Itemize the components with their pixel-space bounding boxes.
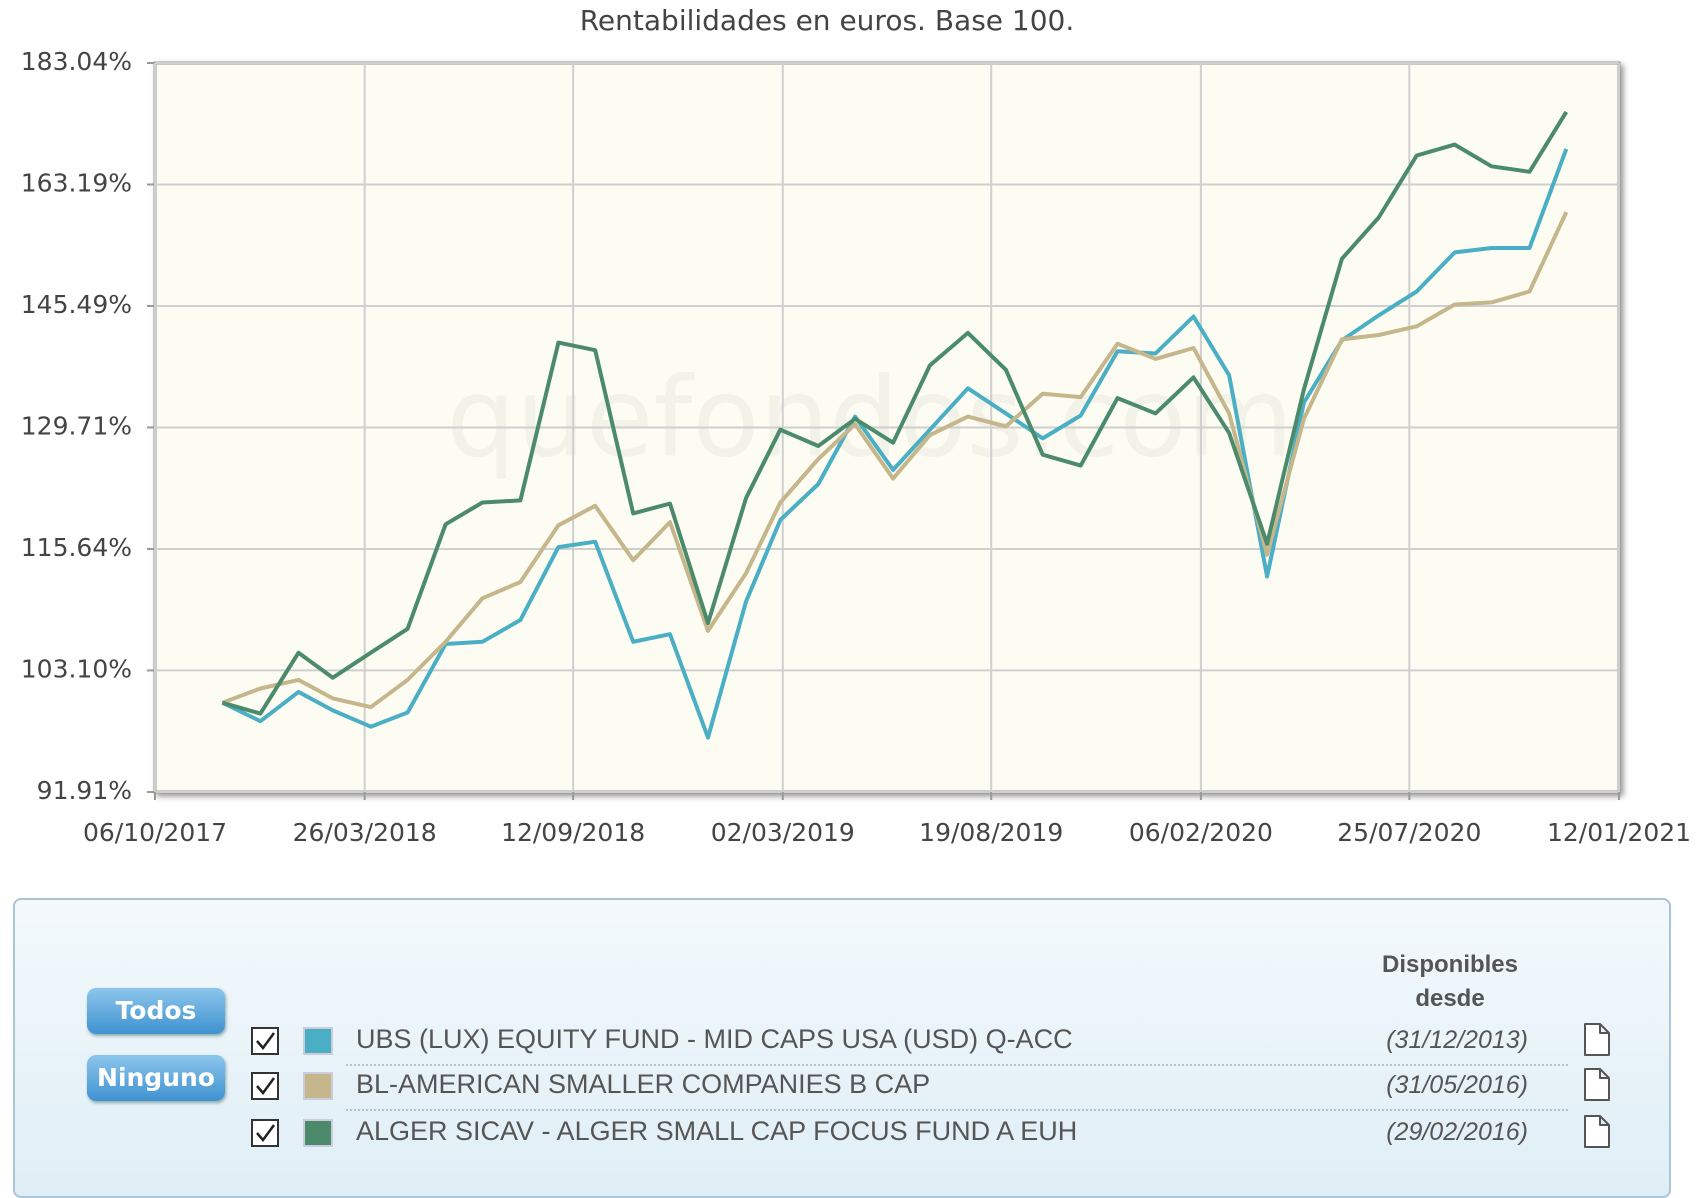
y-tick-label: 103.10% — [21, 654, 132, 683]
page: Rentabilidades en euros. Base 100. quefo… — [13, 4, 1692, 1198]
document-shape — [1584, 1068, 1610, 1101]
series-line — [221, 211, 1569, 710]
checkmark — [256, 1124, 276, 1143]
y-tick-label: 115.64% — [21, 533, 132, 562]
document-icon[interactable] — [1582, 1067, 1612, 1103]
series-line — [221, 110, 1569, 716]
chart-title: Rentabilidades en euros. Base 100. — [580, 4, 1075, 37]
legend-swatch — [303, 1072, 333, 1100]
document-shape — [1584, 1115, 1610, 1148]
y-tick-label: 183.04% — [21, 47, 132, 76]
y-tick-label: 129.71% — [21, 411, 132, 440]
x-tick-label: 19/08/2019 — [919, 818, 1063, 847]
column-header: Disponibles desde — [1381, 951, 1519, 1012]
x-tick-label: 06/10/2017 — [83, 818, 227, 847]
checkmark — [256, 1032, 276, 1051]
legend-label: BL-AMERICAN SMALLER COMPANIES B CAP — [356, 1069, 931, 1099]
filter-button[interactable]: Ninguno — [87, 1055, 225, 1101]
legend-swatch — [303, 1119, 333, 1147]
legend-label: UBS (LUX) EQUITY FUND - MID CAPS USA (US… — [356, 1024, 1073, 1054]
x-tick-label: 25/07/2020 — [1337, 818, 1481, 847]
legend-swatch — [303, 1027, 333, 1055]
y-tick-label: 145.49% — [21, 290, 132, 319]
document-icon[interactable] — [1582, 1022, 1612, 1058]
document-shape — [1584, 1023, 1610, 1056]
available-since: (31/05/2016) — [1386, 1071, 1528, 1099]
legend-panel — [13, 898, 1671, 1198]
available-since: (29/02/2016) — [1386, 1118, 1528, 1146]
y-tick-label: 163.19% — [21, 168, 132, 197]
checkbox-box — [251, 1027, 279, 1055]
row-separator — [346, 1109, 1568, 1111]
x-tick-label: 12/09/2018 — [501, 818, 645, 847]
row-separator — [346, 1064, 1568, 1066]
checkmark — [256, 1077, 276, 1096]
legend-label: ALGER SICAV - ALGER SMALL CAP FOCUS FUND… — [356, 1116, 1078, 1146]
available-since: (31/12/2013) — [1386, 1026, 1528, 1054]
checkbox-box — [251, 1119, 279, 1147]
filter-button[interactable]: Todos — [87, 988, 225, 1034]
x-tick-label: 12/01/2021 — [1547, 818, 1691, 847]
x-tick-label: 06/02/2020 — [1129, 818, 1273, 847]
watermark: quefondos.com — [446, 353, 1293, 481]
document-icon[interactable] — [1582, 1114, 1612, 1150]
chart: Rentabilidades en euros. Base 100. quefo… — [21, 4, 1691, 847]
checkbox[interactable] — [251, 1027, 279, 1055]
checkbox[interactable] — [251, 1119, 279, 1147]
legend-row-icons — [251, 1027, 333, 1055]
x-tick-label: 26/03/2018 — [293, 818, 437, 847]
y-tick-label: 91.91% — [37, 776, 132, 805]
legend-row-icons — [251, 1072, 333, 1100]
checkbox-box — [251, 1072, 279, 1100]
x-tick-label: 02/03/2019 — [711, 818, 855, 847]
checkbox[interactable] — [251, 1072, 279, 1100]
legend-row-icons — [251, 1119, 333, 1147]
